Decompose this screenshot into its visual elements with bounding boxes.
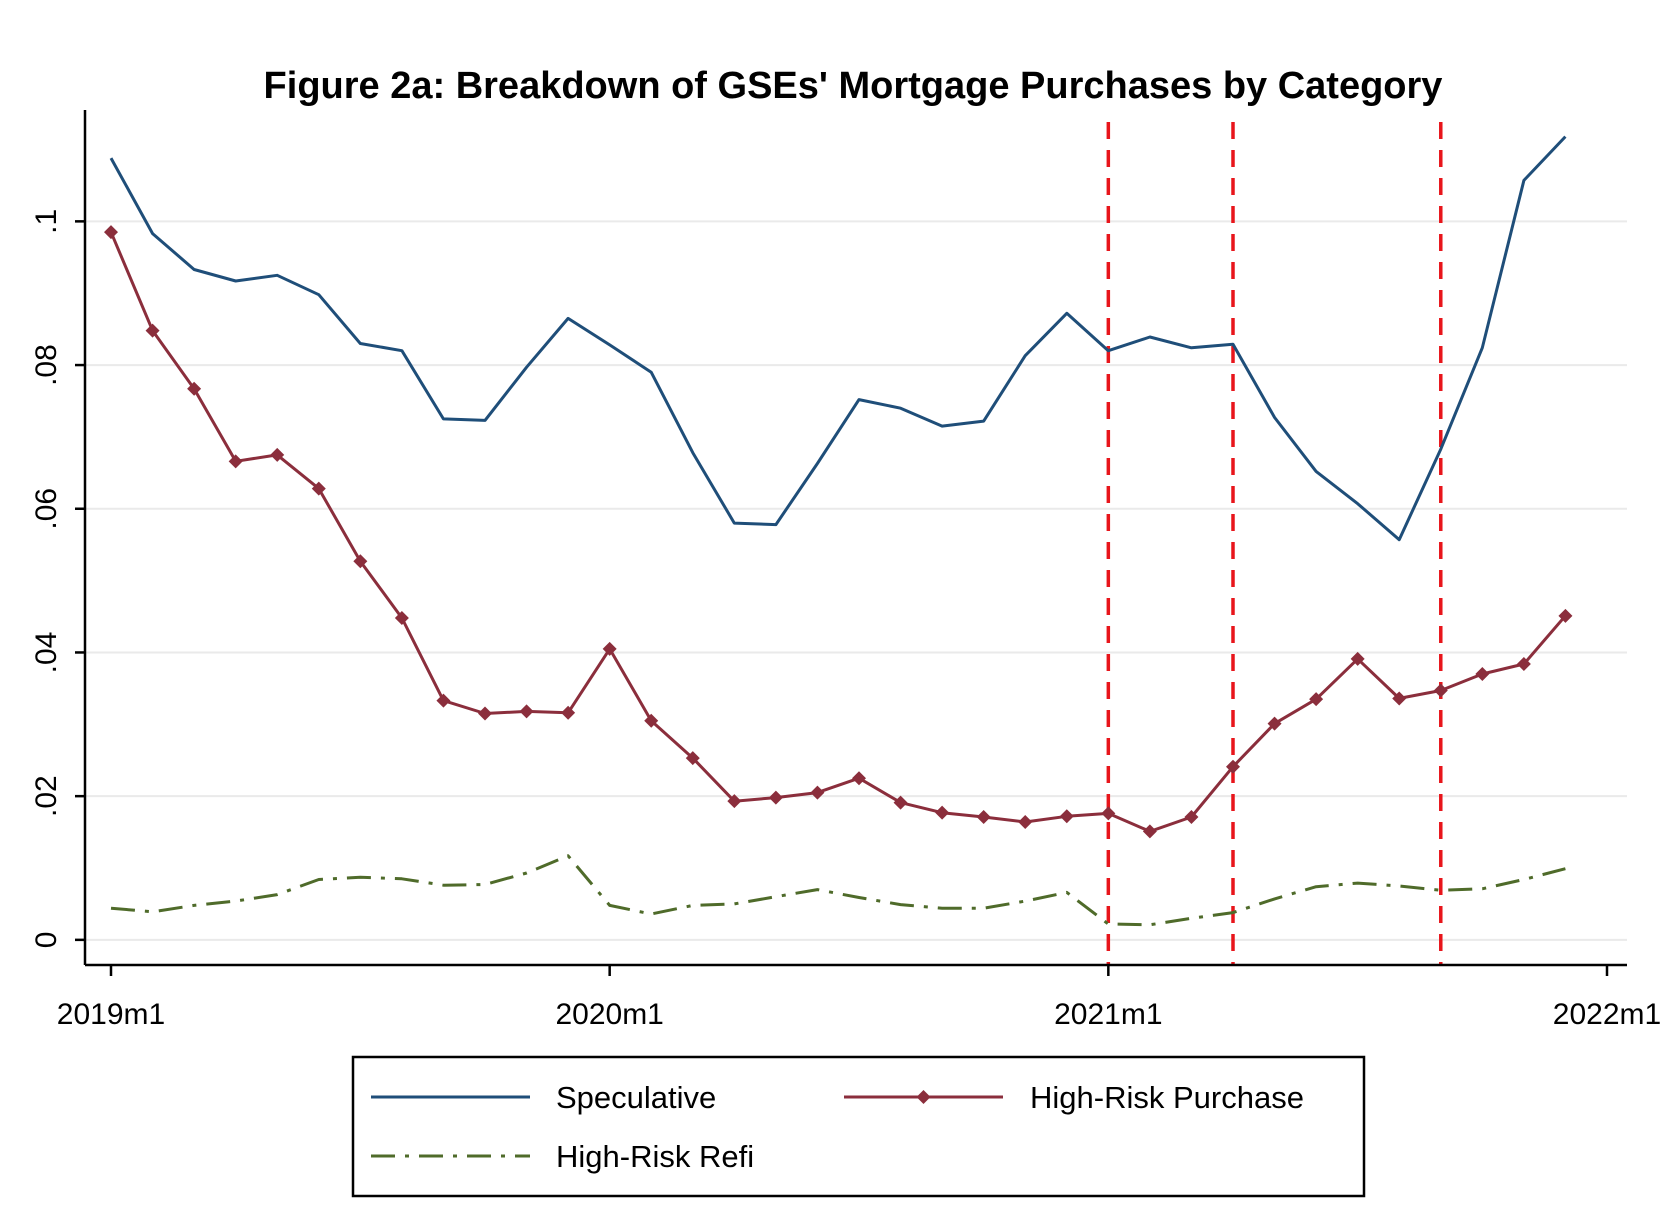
data-point [1267, 716, 1282, 731]
data-point [311, 481, 326, 496]
data-point [1184, 809, 1199, 824]
data-point [228, 454, 243, 469]
y-tick-label: .02 [30, 775, 63, 817]
data-point [1018, 815, 1033, 830]
x-tick-label: 2022m1 [1553, 998, 1661, 1031]
data-point [478, 706, 492, 721]
data-point [935, 805, 950, 820]
x-tick-label: 2021m1 [1054, 998, 1162, 1031]
gridlines [86, 220, 1627, 941]
data-point [145, 323, 160, 338]
data-point [768, 790, 783, 805]
series-line-1 [109, 231, 1567, 833]
series-line-0 [109, 135, 1567, 542]
data-point [1101, 806, 1116, 821]
data-point [519, 704, 534, 719]
data-point [1433, 683, 1448, 698]
series-high-risk-purchase [104, 225, 1573, 839]
legend-box [351, 1055, 1366, 1198]
data-point [1309, 692, 1324, 707]
data-point [436, 693, 451, 708]
data-point [1516, 656, 1531, 671]
event-lines [1106, 122, 1443, 965]
data-point [602, 641, 617, 656]
legend-label: High-Risk Refi [556, 1139, 754, 1174]
series-speculative [109, 135, 1567, 542]
legend-label: Speculative [556, 1080, 716, 1115]
data-point [1392, 691, 1407, 706]
y-tick-label: .08 [30, 344, 63, 386]
y-tick-label: 0 [30, 932, 63, 949]
data-point [1350, 651, 1365, 666]
data-point [685, 751, 700, 766]
legend-marker [916, 1090, 931, 1104]
y-tick-label: .04 [30, 632, 63, 674]
data-point [893, 795, 908, 810]
data-point [187, 381, 202, 396]
data-point [644, 713, 659, 728]
series-high-risk-refi [110, 854, 1566, 927]
legend-label: High-Risk Purchase [1030, 1080, 1304, 1115]
series-line-2 [110, 854, 1566, 927]
x-tick-label: 2019m1 [57, 998, 165, 1031]
chart-title: Figure 2a: Breakdown of GSEs' Mortgage P… [264, 65, 1443, 107]
data-point [1142, 824, 1157, 839]
data-point [1475, 667, 1490, 682]
data-point [727, 794, 742, 809]
data-point [104, 225, 118, 240]
axes: 0 .02 .04 .06 .08 .1 2019m1 2020m1 2021m1 2022m1 [30, 110, 1661, 1031]
data-point [394, 610, 409, 625]
data-point [1059, 809, 1074, 824]
y-tick-label: .06 [30, 488, 63, 530]
x-tick-label: 2020m1 [555, 998, 663, 1031]
data-point [1226, 759, 1240, 774]
series-lines [104, 135, 1573, 927]
data-point [561, 705, 576, 720]
data-point [810, 785, 825, 800]
data-point [353, 554, 368, 569]
legend: Speculative High-Risk Purchase High-Risk R… [351, 1055, 1366, 1198]
data-point [1558, 608, 1573, 623]
data-point [852, 771, 866, 786]
data-point [270, 447, 285, 462]
y-tick-label: .1 [30, 209, 63, 234]
data-point [976, 809, 991, 824]
